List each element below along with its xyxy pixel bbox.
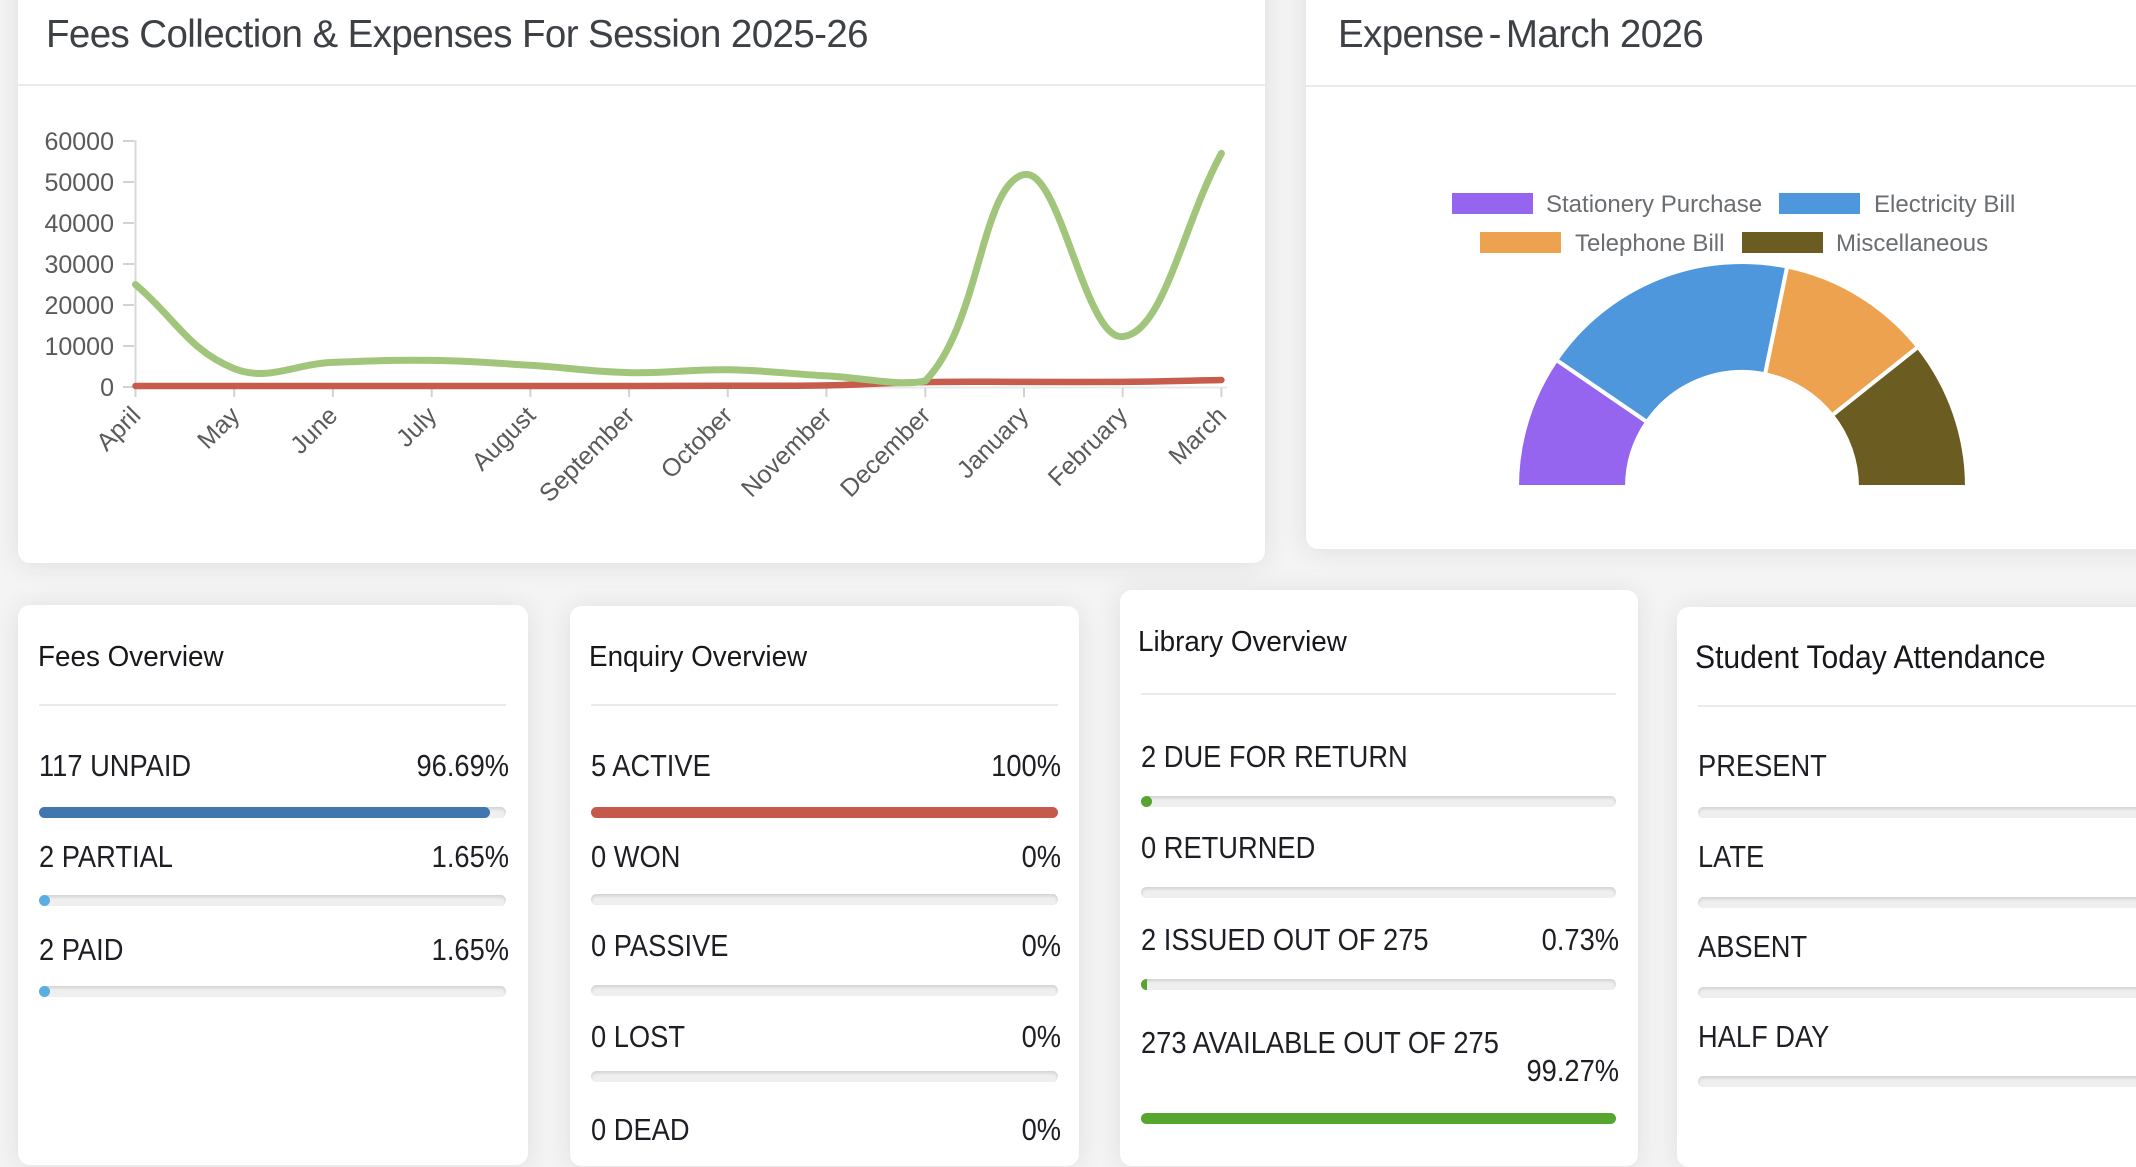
svg-text:20000: 20000 xyxy=(44,292,114,320)
svg-text:July: July xyxy=(391,401,443,453)
svg-text:January: January xyxy=(952,401,1035,484)
svg-text:60000: 60000 xyxy=(44,128,114,156)
svg-text:February: February xyxy=(1043,401,1134,492)
svg-text:40000: 40000 xyxy=(44,210,114,238)
svg-text:August: August xyxy=(466,401,541,476)
svg-text:0: 0 xyxy=(100,374,114,402)
svg-text:50000: 50000 xyxy=(44,169,114,197)
svg-text:December: December xyxy=(835,401,936,502)
svg-text:30000: 30000 xyxy=(44,251,114,279)
svg-text:June: June xyxy=(285,401,343,459)
svg-text:September: September xyxy=(534,401,640,507)
svg-text:November: November xyxy=(736,401,837,502)
svg-text:10000: 10000 xyxy=(44,333,114,361)
svg-text:May: May xyxy=(192,401,246,455)
svg-text:March: March xyxy=(1163,401,1232,470)
svg-text:April: April xyxy=(91,401,146,456)
svg-text:October: October xyxy=(656,401,739,484)
